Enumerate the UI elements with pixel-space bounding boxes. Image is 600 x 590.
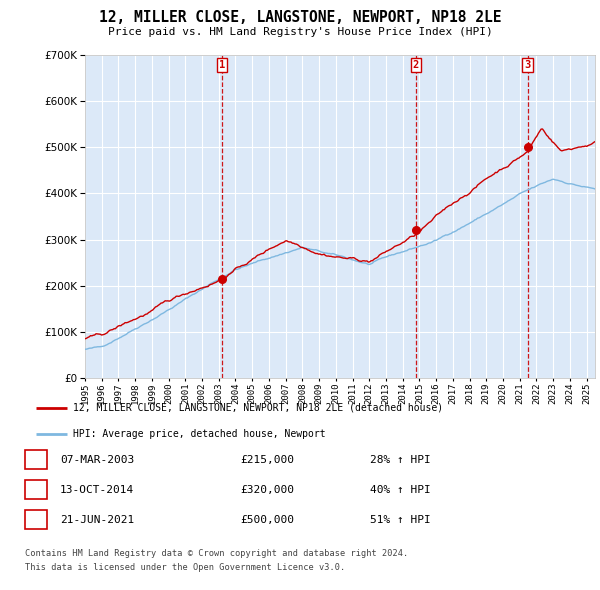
Text: 12, MILLER CLOSE, LANGSTONE, NEWPORT, NP18 2LE: 12, MILLER CLOSE, LANGSTONE, NEWPORT, NP… [99,10,501,25]
Text: 12, MILLER CLOSE, LANGSTONE, NEWPORT, NP18 2LE (detached house): 12, MILLER CLOSE, LANGSTONE, NEWPORT, NP… [73,402,443,412]
Text: 21-JUN-2021: 21-JUN-2021 [60,515,134,525]
Text: Price paid vs. HM Land Registry's House Price Index (HPI): Price paid vs. HM Land Registry's House … [107,27,493,37]
Text: 3: 3 [32,515,40,525]
Text: 51% ↑ HPI: 51% ↑ HPI [370,515,431,525]
Text: 1: 1 [219,60,225,70]
Text: £500,000: £500,000 [240,515,294,525]
Text: 13-OCT-2014: 13-OCT-2014 [60,485,134,495]
Text: Contains HM Land Registry data © Crown copyright and database right 2024.: Contains HM Land Registry data © Crown c… [25,549,408,558]
Text: 2: 2 [413,60,419,70]
Text: 3: 3 [524,60,531,70]
Text: 40% ↑ HPI: 40% ↑ HPI [370,485,431,495]
Text: HPI: Average price, detached house, Newport: HPI: Average price, detached house, Newp… [73,430,325,440]
Text: 07-MAR-2003: 07-MAR-2003 [60,455,134,465]
Text: 2: 2 [32,485,40,495]
Text: 28% ↑ HPI: 28% ↑ HPI [370,455,431,465]
Text: This data is licensed under the Open Government Licence v3.0.: This data is licensed under the Open Gov… [25,563,345,572]
Text: £215,000: £215,000 [240,455,294,465]
Text: 1: 1 [32,455,40,465]
Text: £320,000: £320,000 [240,485,294,495]
